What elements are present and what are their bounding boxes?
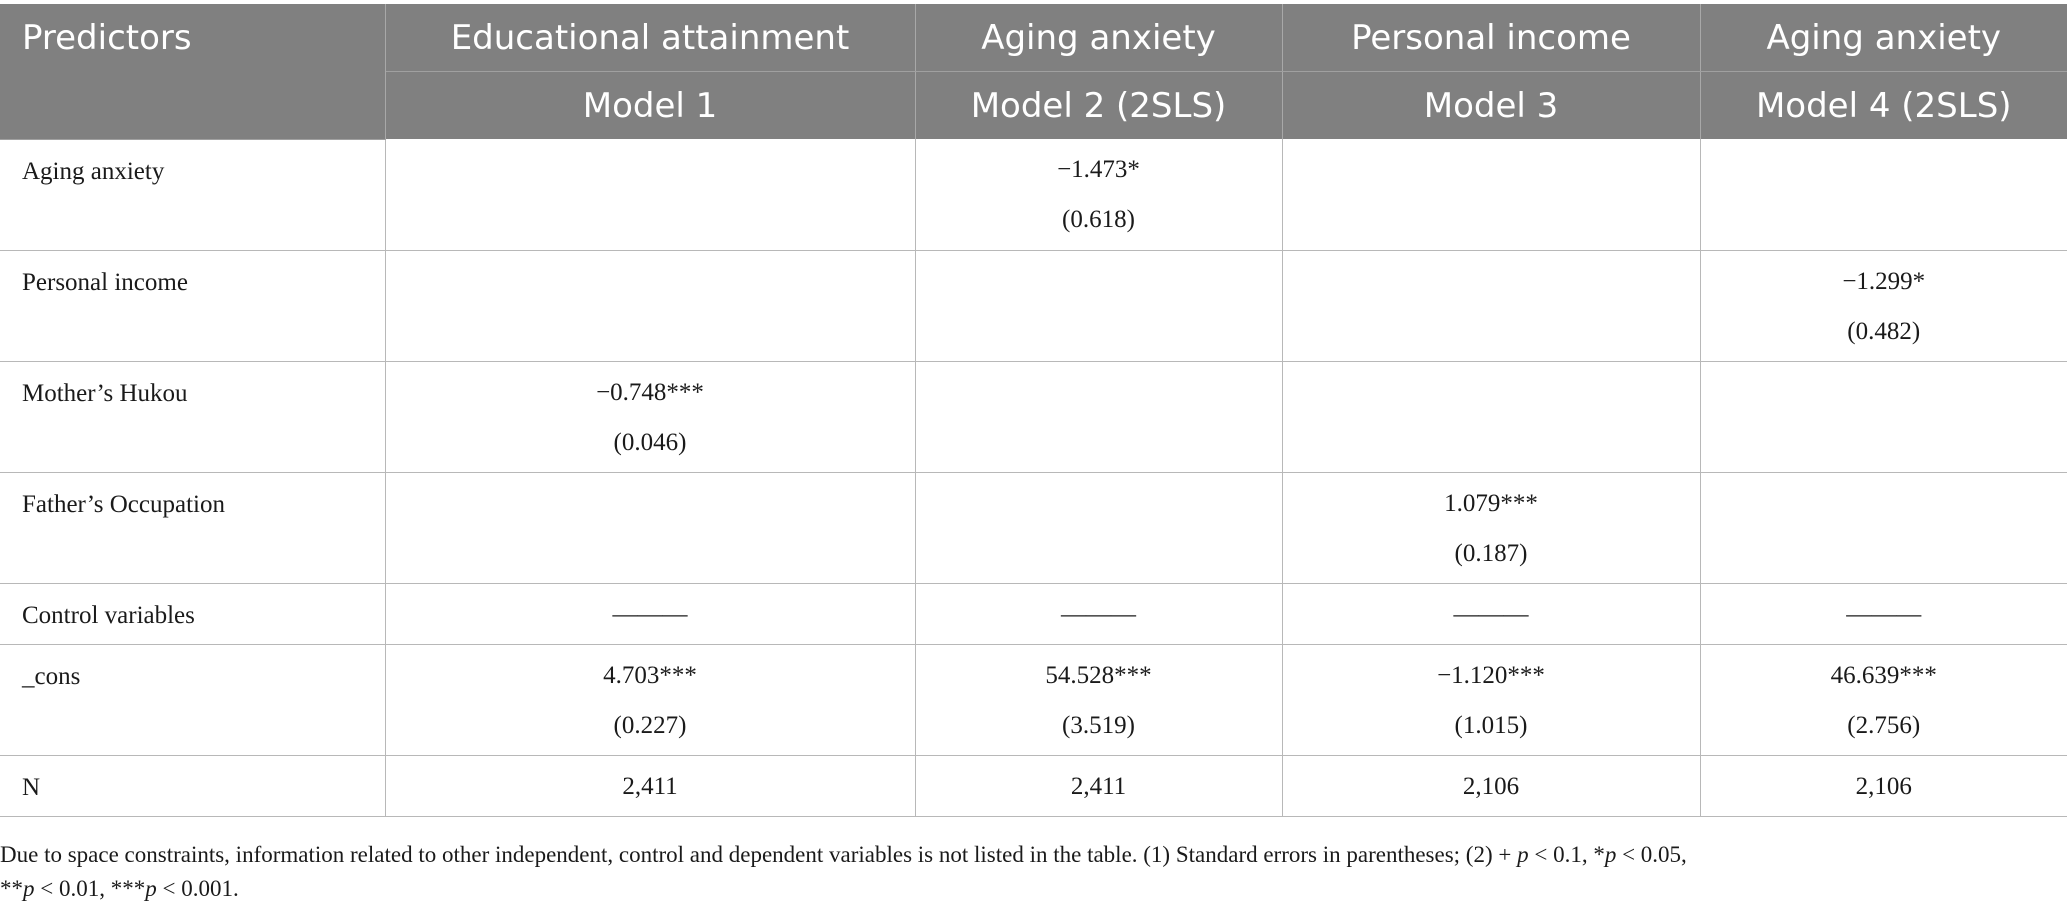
table-row-personal-income: Personal income −1.299* (0.482)	[0, 250, 2067, 362]
standard-error: (0.046)	[613, 428, 687, 456]
header-model-1: Model 1	[385, 71, 916, 139]
header-predictors: Predictors	[0, 4, 386, 140]
row-label: _cons	[0, 644, 386, 756]
table-row-mothers-hukou: Mother’s Hukou −0.748*** (0.046)	[0, 361, 2067, 473]
row-label: Personal income	[0, 250, 386, 362]
table-cell: ———	[915, 583, 1283, 645]
table-row-n: N 2,411 2,411 2,106 2,106	[0, 755, 2067, 817]
coefficient: −1.120***	[1437, 661, 1545, 689]
footnote-text: < 0.05,	[1616, 842, 1687, 867]
table-cell	[385, 250, 916, 362]
table-cell	[915, 472, 1283, 584]
table-cell: ———	[1700, 583, 2067, 645]
row-label: Father’s Occupation	[0, 472, 386, 584]
table-row-control-variables: Control variables ——— ——— ——— ———	[0, 583, 2067, 645]
table-cell: ———	[1282, 583, 1701, 645]
table-row-aging-anxiety: Aging anxiety −1.473* (0.618)	[0, 139, 2067, 251]
standard-error: (0.482)	[1847, 317, 1921, 345]
standard-error: (3.519)	[1062, 711, 1135, 739]
header-row-outcomes: Predictors Educational attainment Aging …	[0, 4, 2067, 140]
table-cell	[915, 361, 1283, 473]
header-outcome-4: Aging anxiety	[1700, 4, 2067, 72]
footnote-text: **	[0, 876, 23, 901]
header-outcome-3: Personal income	[1282, 4, 1701, 72]
coefficient: −1.473*	[1057, 156, 1140, 183]
table-cell	[1700, 472, 2067, 584]
table-cell	[1282, 250, 1701, 362]
row-label: N	[0, 755, 386, 817]
footnote-text: < 0.01, ***	[34, 876, 146, 901]
header-model-3: Model 3	[1282, 71, 1701, 139]
regression-table: Predictors Educational attainment Aging …	[0, 4, 2067, 817]
table-cell: 1.079*** (0.187)	[1282, 472, 1701, 584]
table-cell	[1700, 139, 2067, 251]
header-row-models: Model 1 Model 2 (2SLS) Model 3 Model 4 (…	[0, 71, 2067, 139]
footnote-p-symbol: p	[145, 876, 157, 901]
table-cell: 46.639*** (2.756)	[1700, 644, 2067, 756]
row-label: Mother’s Hukou	[0, 361, 386, 473]
coefficient: −1.299*	[1842, 267, 1926, 295]
row-label: Control variables	[0, 583, 386, 645]
table-cell	[385, 139, 916, 251]
table-cell: 2,106	[1282, 755, 1701, 817]
coefficient: 46.639***	[1830, 661, 1937, 689]
standard-error: (0.227)	[613, 711, 687, 739]
table-cell: −1.299* (0.482)	[1700, 250, 2067, 362]
coefficient: 54.528***	[1045, 661, 1152, 689]
table-cell: 2,411	[385, 755, 916, 817]
footnote-text: Due to space constraints, information re…	[0, 842, 1518, 867]
table-row-cons: _cons 4.703*** (0.227) 54.528*** (3.519) −…	[0, 644, 2067, 756]
footnote-p-symbol: p	[23, 876, 35, 901]
standard-error: (0.187)	[1454, 539, 1528, 567]
table-footnote: Due to space constraints, information re…	[0, 838, 2040, 906]
table-cell: 2,411	[915, 755, 1283, 817]
table-cell: −1.120*** (1.015)	[1282, 644, 1701, 756]
standard-error: (0.618)	[1062, 206, 1135, 233]
table-cell	[915, 250, 1283, 362]
table-cell	[1700, 361, 2067, 473]
table-cell	[1282, 139, 1701, 251]
header-outcome-2: Aging anxiety	[915, 4, 1283, 72]
standard-error: (2.756)	[1847, 711, 1921, 739]
table-cell	[385, 472, 916, 584]
table-cell: ———	[385, 583, 916, 645]
footnote-p-symbol: p	[1604, 842, 1617, 867]
table-cell: −0.748*** (0.046)	[385, 361, 916, 473]
coefficient: 1.079***	[1444, 489, 1538, 517]
table-cell	[1282, 361, 1701, 473]
coefficient: 4.703***	[603, 661, 697, 689]
header-outcome-1: Educational attainment	[385, 4, 916, 72]
standard-error: (1.015)	[1454, 711, 1528, 739]
header-model-2: Model 2 (2SLS)	[915, 71, 1283, 139]
footnote-p-symbol: p	[1517, 842, 1529, 867]
footnote-text: < 0.1, *	[1528, 842, 1605, 867]
coefficient: −0.748***	[596, 378, 704, 406]
table-cell: 2,106	[1700, 755, 2067, 817]
regression-table-container: Predictors Educational attainment Aging …	[0, 4, 2067, 817]
table-cell: −1.473* (0.618)	[915, 139, 1283, 251]
footnote-text: < 0.001.	[156, 876, 239, 901]
table-cell: 4.703*** (0.227)	[385, 644, 916, 756]
header-model-4: Model 4 (2SLS)	[1700, 71, 2067, 139]
row-label: Aging anxiety	[0, 139, 386, 251]
table-cell: 54.528*** (3.519)	[915, 644, 1283, 756]
table-row-fathers-occupation: Father’s Occupation 1.079*** (0.187)	[0, 472, 2067, 584]
